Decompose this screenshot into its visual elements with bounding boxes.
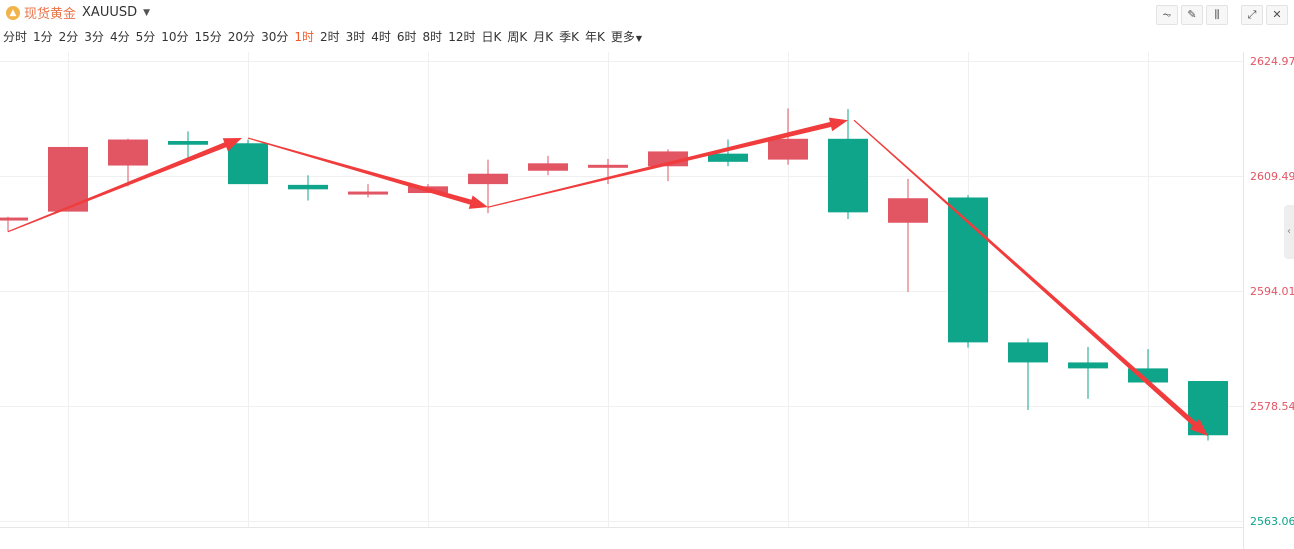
caret-down-icon: ▼ <box>635 34 643 43</box>
period-tab[interactable]: 日K <box>481 30 502 44</box>
period-tab[interactable]: 6时 <box>396 30 417 44</box>
candle-settings-icon[interactable]: ⫼ <box>1206 5 1228 25</box>
period-tab[interactable]: 3时 <box>345 30 366 44</box>
instrument-code: XAUUSD <box>82 5 138 20</box>
price-axis-panel <box>1243 52 1294 549</box>
candle-body <box>708 153 748 162</box>
period-tab[interactable]: 4时 <box>371 30 391 44</box>
candle-body <box>228 143 268 185</box>
line-chart-icon[interactable]: ⏦ <box>1156 5 1178 25</box>
side-panel-toggle[interactable]: ‹ <box>1284 205 1294 259</box>
candle-body <box>348 191 388 195</box>
period-tab[interactable]: 分时 <box>3 30 28 44</box>
period-tab[interactable]: 20分 <box>227 30 256 44</box>
candle-body <box>168 141 208 145</box>
candle-body <box>0 217 28 221</box>
arrow-shaft <box>247 137 475 206</box>
arrow-head <box>222 138 242 152</box>
candle-body <box>468 173 508 185</box>
candle-body <box>1068 362 1108 369</box>
arrow-shaft <box>7 140 230 233</box>
period-tab[interactable]: 季K <box>559 30 579 44</box>
trend-arrow <box>853 119 1208 436</box>
trend-arrow <box>487 117 848 208</box>
period-tab[interactable]: 3分 <box>84 30 104 44</box>
period-tab[interactable]: 1分 <box>33 30 53 44</box>
trend-arrow <box>7 138 242 233</box>
arrow-shaft <box>853 119 1199 429</box>
candle-body <box>828 138 868 213</box>
period-tab[interactable]: 12时 <box>448 30 476 44</box>
chevron-down-icon: ▼ <box>143 7 151 18</box>
candle-body <box>888 198 928 223</box>
y-tick-label: 2594.01 <box>1250 285 1294 298</box>
instrument-name: 现货黄金 <box>24 7 77 22</box>
candle-body <box>588 164 628 168</box>
arrow-head <box>1189 418 1208 436</box>
toolbar: ⏦ ✎ ⫼ ⤢ ✕ <box>1156 5 1288 25</box>
period-tab[interactable]: 周K <box>507 30 528 44</box>
instrument-selector[interactable]: ▲ 现货黄金 XAUUSD ▼ <box>6 3 150 22</box>
y-tick-label: 2624.97 <box>1250 55 1294 68</box>
period-tabs: 分时 1分 2分 3分 4分 5分 10分 15分 20分 30分 1时 2时 3时 4时 6时 8时 12时日… <box>0 28 645 46</box>
period-tab[interactable]: 8时 <box>422 30 443 44</box>
trend-arrow <box>247 137 488 209</box>
y-tick-label: 2609.49 <box>1250 170 1294 183</box>
period-tab[interactable]: 2时 <box>319 30 340 44</box>
candle-body <box>768 138 808 160</box>
draw-pen-icon[interactable]: ✎ <box>1181 5 1203 25</box>
period-tab[interactable]: 5分 <box>135 30 156 44</box>
period-tab[interactable]: 10分 <box>161 30 189 44</box>
period-tab[interactable]: 月K <box>533 30 554 44</box>
candle-body <box>288 184 328 190</box>
chart-header: ▲ 现货黄金 XAUUSD ▼ ⏦ ✎ ⫼ ⤢ ✕ <box>0 0 1294 26</box>
gold-coin-icon: ▲ <box>6 5 20 20</box>
candle-body <box>948 197 988 343</box>
y-tick-label: 2578.54 <box>1250 400 1294 413</box>
arrow-head <box>828 117 848 132</box>
period-tab[interactable]: 4分 <box>109 30 130 44</box>
close-icon[interactable]: ✕ <box>1266 5 1288 25</box>
y-tick-label: 2563.06 <box>1250 515 1294 528</box>
candle-body <box>528 163 568 171</box>
chevron-left-icon: ‹ <box>1287 226 1291 237</box>
candle-body <box>108 139 148 166</box>
arrow-head <box>468 195 488 209</box>
candle-body <box>1008 342 1048 363</box>
period-tab[interactable]: 1时 <box>294 30 314 44</box>
candle-body <box>48 146 88 212</box>
period-tab[interactable]: 更多▼ <box>610 30 643 44</box>
period-tab[interactable]: 2分 <box>58 30 79 44</box>
arrow-shaft <box>487 121 835 208</box>
expand-icon[interactable]: ⤢ <box>1241 5 1263 25</box>
period-tab[interactable]: 15分 <box>194 30 222 44</box>
period-tab[interactable]: 年K <box>584 30 605 44</box>
period-tab[interactable]: 30分 <box>261 30 289 44</box>
